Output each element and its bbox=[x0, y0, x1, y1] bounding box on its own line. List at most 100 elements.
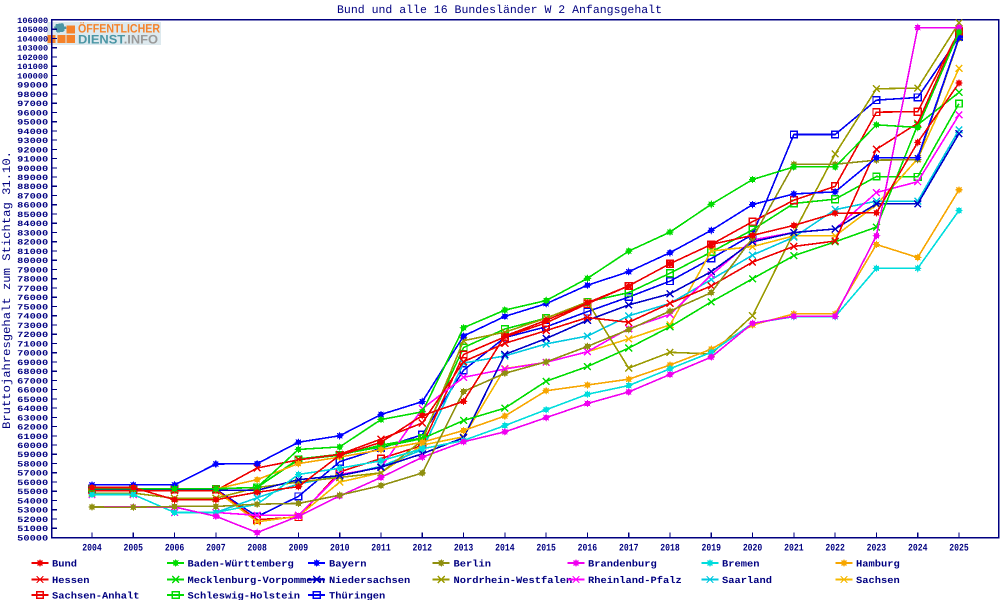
svg-text:Saarland: Saarland bbox=[722, 575, 772, 586]
svg-text:2017: 2017 bbox=[619, 544, 639, 555]
svg-text:60000: 60000 bbox=[17, 442, 48, 451]
svg-text:Bund und alle 16 Bundesländer: Bund und alle 16 Bundesländer W 2 Anfang… bbox=[337, 4, 662, 17]
svg-text:Niedersachsen: Niedersachsen bbox=[329, 575, 410, 586]
svg-text:65000: 65000 bbox=[17, 396, 48, 405]
svg-text:59000: 59000 bbox=[17, 451, 48, 460]
svg-text:101000: 101000 bbox=[17, 63, 48, 72]
svg-text:2019: 2019 bbox=[702, 544, 722, 555]
svg-text:50000: 50000 bbox=[17, 534, 48, 543]
svg-text:2013: 2013 bbox=[454, 544, 474, 555]
svg-text:56000: 56000 bbox=[17, 479, 48, 488]
svg-text:Thüringen: Thüringen bbox=[329, 590, 385, 600]
svg-text:66000: 66000 bbox=[17, 387, 48, 396]
svg-text:2023: 2023 bbox=[867, 544, 887, 555]
svg-text:87000: 87000 bbox=[17, 192, 48, 201]
svg-text:81000: 81000 bbox=[17, 248, 48, 257]
svg-text:55000: 55000 bbox=[17, 488, 48, 497]
svg-text:2009: 2009 bbox=[289, 544, 309, 555]
svg-text:2008: 2008 bbox=[247, 544, 267, 555]
svg-text:Schleswig-Holstein: Schleswig-Holstein bbox=[188, 590, 301, 600]
svg-text:Brandenburg: Brandenburg bbox=[588, 558, 657, 569]
svg-text:78000: 78000 bbox=[17, 276, 48, 285]
svg-text:76000: 76000 bbox=[17, 294, 48, 303]
svg-text:51000: 51000 bbox=[17, 525, 48, 534]
svg-text:90000: 90000 bbox=[17, 165, 48, 174]
svg-text:85000: 85000 bbox=[17, 211, 48, 220]
svg-text:82000: 82000 bbox=[17, 239, 48, 248]
svg-text:54000: 54000 bbox=[17, 497, 48, 506]
svg-text:Bund: Bund bbox=[52, 558, 77, 569]
svg-text:2010: 2010 bbox=[330, 544, 350, 555]
svg-text:DIENST.INFO: DIENST .INFO bbox=[78, 33, 158, 47]
svg-text:79000: 79000 bbox=[17, 266, 48, 275]
svg-text:Nordrhein-Westfalen: Nordrhein-Westfalen bbox=[454, 575, 573, 586]
svg-text:91000: 91000 bbox=[17, 156, 48, 165]
svg-text:2007: 2007 bbox=[206, 544, 226, 555]
svg-text:2005: 2005 bbox=[124, 544, 144, 555]
svg-text:Hamburg: Hamburg bbox=[856, 558, 900, 569]
svg-text:86000: 86000 bbox=[17, 202, 48, 211]
svg-text:ÖFFENTLICHER: ÖFFENTLICHER bbox=[78, 22, 160, 36]
svg-text:64000: 64000 bbox=[17, 405, 48, 414]
svg-text:70000: 70000 bbox=[17, 350, 48, 359]
svg-text:73000: 73000 bbox=[17, 322, 48, 331]
svg-text:Mecklenburg-Vorpommern: Mecklenburg-Vorpommern bbox=[188, 575, 326, 586]
svg-text:80000: 80000 bbox=[17, 257, 48, 266]
svg-text:83000: 83000 bbox=[17, 229, 48, 238]
svg-text:94000: 94000 bbox=[17, 128, 48, 137]
svg-text:100000: 100000 bbox=[17, 72, 48, 81]
svg-text:Baden-Württemberg: Baden-Württemberg bbox=[188, 558, 294, 569]
svg-text:Bruttojahresgehalt zum Stichta: Bruttojahresgehalt zum Stichtag 31.10. bbox=[1, 151, 14, 429]
svg-text:Rheinland-Pfalz: Rheinland-Pfalz bbox=[588, 575, 682, 586]
svg-text:2015: 2015 bbox=[536, 544, 556, 555]
svg-text:102000: 102000 bbox=[17, 54, 48, 63]
svg-text:69000: 69000 bbox=[17, 359, 48, 368]
svg-text:75000: 75000 bbox=[17, 303, 48, 312]
svg-text:2021: 2021 bbox=[784, 544, 804, 555]
svg-text:67000: 67000 bbox=[17, 377, 48, 386]
svg-text:89000: 89000 bbox=[17, 174, 48, 183]
svg-text:2011: 2011 bbox=[371, 544, 391, 555]
svg-text:106000: 106000 bbox=[17, 17, 48, 26]
svg-text:105000: 105000 bbox=[17, 26, 48, 35]
svg-text:2024: 2024 bbox=[908, 544, 928, 555]
svg-text:2006: 2006 bbox=[165, 544, 185, 555]
svg-text:Bayern: Bayern bbox=[329, 558, 367, 569]
svg-text:2016: 2016 bbox=[578, 544, 598, 555]
svg-text:Sachsen: Sachsen bbox=[856, 575, 900, 586]
svg-text:95000: 95000 bbox=[17, 119, 48, 128]
svg-text:103000: 103000 bbox=[17, 45, 48, 54]
svg-text:2018: 2018 bbox=[660, 544, 680, 555]
svg-text:62000: 62000 bbox=[17, 424, 48, 433]
svg-text:96000: 96000 bbox=[17, 109, 48, 118]
svg-text:93000: 93000 bbox=[17, 137, 48, 146]
svg-text:57000: 57000 bbox=[17, 470, 48, 479]
svg-text:98000: 98000 bbox=[17, 91, 48, 100]
svg-text:2004: 2004 bbox=[82, 544, 102, 555]
svg-text:92000: 92000 bbox=[17, 146, 48, 155]
svg-text:72000: 72000 bbox=[17, 331, 48, 340]
svg-text:97000: 97000 bbox=[17, 100, 48, 109]
svg-text:58000: 58000 bbox=[17, 460, 48, 469]
svg-text:61000: 61000 bbox=[17, 433, 48, 442]
svg-text:88000: 88000 bbox=[17, 183, 48, 192]
svg-text:77000: 77000 bbox=[17, 285, 48, 294]
svg-text:2022: 2022 bbox=[825, 544, 845, 555]
svg-text:104000: 104000 bbox=[17, 35, 48, 44]
svg-text:2020: 2020 bbox=[743, 544, 763, 555]
svg-text:Hessen: Hessen bbox=[52, 575, 90, 586]
svg-text:84000: 84000 bbox=[17, 220, 48, 229]
svg-text:53000: 53000 bbox=[17, 507, 48, 516]
svg-text:Sachsen-Anhalt: Sachsen-Anhalt bbox=[52, 590, 140, 600]
svg-text:74000: 74000 bbox=[17, 313, 48, 322]
svg-text:52000: 52000 bbox=[17, 516, 48, 525]
svg-text:2014: 2014 bbox=[495, 544, 515, 555]
svg-text:71000: 71000 bbox=[17, 340, 48, 349]
svg-text:2012: 2012 bbox=[413, 544, 433, 555]
svg-text:99000: 99000 bbox=[17, 82, 48, 91]
svg-text:63000: 63000 bbox=[17, 414, 48, 423]
svg-text:2025: 2025 bbox=[949, 544, 969, 555]
svg-text:Berlin: Berlin bbox=[454, 558, 492, 569]
svg-text:Bremen: Bremen bbox=[722, 558, 760, 569]
svg-text:68000: 68000 bbox=[17, 368, 48, 377]
